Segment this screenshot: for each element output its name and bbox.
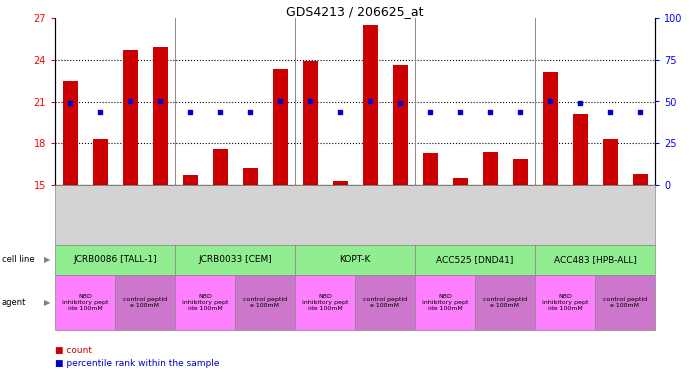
Text: GSM542399: GSM542399 [301,188,310,234]
Bar [63,81,77,185]
Text: JCRB0086 [TALL-1]: JCRB0086 [TALL-1] [73,255,157,265]
Bar [242,168,257,185]
Text: ACC525 [DND41]: ACC525 [DND41] [436,255,513,265]
Text: GSM542397: GSM542397 [361,188,370,234]
Text: NBD
inhibitory pept
ide 100mM: NBD inhibitory pept ide 100mM [181,294,228,311]
Bar [482,152,497,185]
Bar [273,70,288,185]
Text: GSM518496: GSM518496 [61,188,70,234]
Text: GSM542400: GSM542400 [331,188,340,234]
Text: GSM542404: GSM542404 [451,188,460,234]
Bar [602,139,618,185]
Bar [633,174,647,185]
Text: control peptid
e 100mM: control peptid e 100mM [123,297,167,308]
Text: control peptid
e 100mM: control peptid e 100mM [243,297,287,308]
Text: GSM542396: GSM542396 [211,188,220,234]
Text: ■ count: ■ count [55,346,92,354]
Text: NBD
inhibitory pept
ide 100mM: NBD inhibitory pept ide 100mM [542,294,588,311]
Text: GSM542398: GSM542398 [391,188,400,234]
Bar [213,149,228,185]
Text: GSM518497: GSM518497 [91,188,100,234]
Bar [453,178,468,185]
Bar [152,47,168,185]
Text: agent: agent [2,298,26,307]
Bar [542,72,558,185]
Bar [182,175,197,185]
Text: JCRB0033 [CEM]: JCRB0033 [CEM] [198,255,272,265]
Text: GSM518495: GSM518495 [151,188,160,234]
Text: GSM542393: GSM542393 [241,188,250,234]
Bar [302,61,317,185]
Text: NBD
inhibitory pept
ide 100mM: NBD inhibitory pept ide 100mM [422,294,469,311]
Text: GSM542401: GSM542401 [481,188,490,234]
Text: GSM542402: GSM542402 [511,188,520,234]
Text: GSM542408: GSM542408 [571,188,580,234]
Text: ▶: ▶ [43,255,50,265]
Text: ▶: ▶ [43,298,50,307]
Bar [362,25,377,185]
Bar [92,139,108,185]
Bar [393,65,408,185]
Bar [513,159,527,185]
Text: GSM542394: GSM542394 [271,188,280,234]
Text: GSM542407: GSM542407 [541,188,550,234]
Text: NBD
inhibitory pept
ide 100mM: NBD inhibitory pept ide 100mM [62,294,108,311]
Bar [573,114,587,185]
Text: ■ percentile rank within the sample: ■ percentile rank within the sample [55,359,219,367]
Text: control peptid
e 100mM: control peptid e 100mM [603,297,647,308]
Text: control peptid
e 100mM: control peptid e 100mM [363,297,407,308]
Bar [422,153,437,185]
Bar [333,181,348,185]
Text: GSM542395: GSM542395 [181,188,190,234]
Text: GSM542403: GSM542403 [421,188,430,234]
Text: GSM542406: GSM542406 [631,188,640,234]
Text: ACC483 [HPB-ALL]: ACC483 [HPB-ALL] [553,255,636,265]
Text: KOPT-K: KOPT-K [339,255,371,265]
Text: GDS4213 / 206625_at: GDS4213 / 206625_at [286,5,424,18]
Text: cell line: cell line [2,255,34,265]
Text: GSM518494: GSM518494 [121,188,130,234]
Text: NBD
inhibitory pept
ide 100mM: NBD inhibitory pept ide 100mM [302,294,348,311]
Bar [123,50,137,185]
Text: GSM542405: GSM542405 [601,188,610,234]
Text: control peptid
e 100mM: control peptid e 100mM [483,297,527,308]
